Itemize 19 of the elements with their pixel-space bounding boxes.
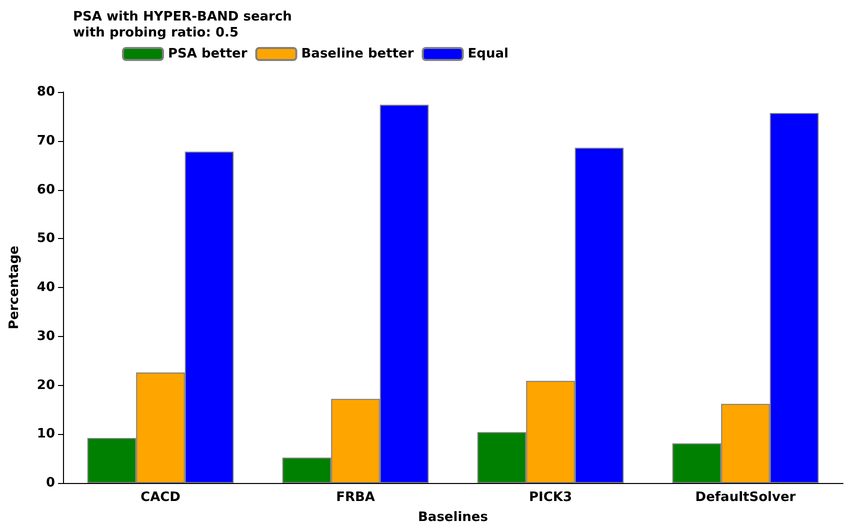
y-tick-label: 50 xyxy=(36,231,55,246)
y-tick-label: 10 xyxy=(36,426,55,442)
x-tick-label: CACD xyxy=(140,490,181,505)
y-tick-label: 30 xyxy=(36,328,55,344)
y-tick-label: 0 xyxy=(46,476,55,490)
x-tick-label: PICK3 xyxy=(528,490,572,505)
legend-label: Baseline better xyxy=(301,46,414,62)
legend-label: Equal xyxy=(468,46,508,62)
x-tick-label: FRBA xyxy=(336,490,375,505)
y-tick-label: 40 xyxy=(36,280,55,295)
x-axis-title: Baselines xyxy=(418,510,488,525)
legend-label: PSA better xyxy=(168,46,248,62)
y-tick-label: 20 xyxy=(36,378,55,393)
y-tick-label: 80 xyxy=(36,84,55,100)
y-axis-title: Percentage xyxy=(7,246,22,330)
legend-title: PSA with HYPER-BAND search with probing ratio: 0.5 xyxy=(73,10,292,40)
y-tick-label: 60 xyxy=(36,182,55,198)
y-tick-label: 70 xyxy=(36,133,55,148)
x-tick-label: DefaultSolver xyxy=(695,490,796,505)
